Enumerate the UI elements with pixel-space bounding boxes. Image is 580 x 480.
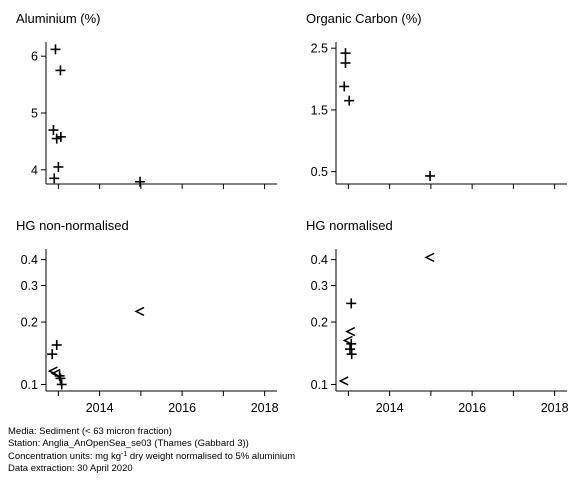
panel-3: HG non-normalised 0.1 0.2 0.3 0.4 2014 2016 201… bbox=[16, 218, 279, 415]
data-point-plus bbox=[346, 349, 357, 360]
panel-2: Organic Carbon (%) 0.5 1.5 2.5 bbox=[306, 11, 567, 189]
y-tick-label: 0.2 bbox=[21, 316, 38, 330]
x-tick-label: 2018 bbox=[541, 401, 569, 415]
data-point-plus bbox=[135, 176, 146, 187]
y-tick-label: 1.5 bbox=[311, 103, 328, 117]
data-point-less-than bbox=[345, 326, 356, 337]
y-tick-label: 0.3 bbox=[311, 279, 328, 293]
panel-4: HG normalised 0.1 0.2 0.3 0.4 2014 2016 2018 bbox=[306, 218, 569, 415]
data-point-plus bbox=[50, 44, 61, 55]
y-tick-label: 6 bbox=[31, 50, 38, 64]
data-point-plus bbox=[339, 81, 350, 92]
x-tick-label: 2018 bbox=[251, 401, 279, 415]
chart-grid: Aluminium (%) 4 5 6 Organic Carbon (%) 0.5 1.5… bbox=[16, 11, 569, 415]
data-point-plus bbox=[48, 125, 59, 136]
x-tick-label: 2014 bbox=[86, 401, 114, 415]
data-point-plus bbox=[340, 48, 351, 59]
data-point-plus bbox=[55, 373, 66, 384]
data-point-plus bbox=[53, 161, 64, 172]
panel-title: Aluminium (%) bbox=[16, 11, 101, 26]
x-tick-label: 2016 bbox=[168, 401, 196, 415]
data-point-plus bbox=[56, 379, 67, 390]
chart-footer: Media: Sediment (< 63 micron fraction) S… bbox=[8, 426, 295, 474]
y-tick-label: 0.5 bbox=[311, 165, 328, 179]
data-point-plus bbox=[49, 173, 60, 184]
footer-units: Concentration units: mg kg-1 dry weight … bbox=[8, 451, 296, 463]
data-point-plus bbox=[340, 57, 351, 68]
panel-title: Organic Carbon (%) bbox=[306, 11, 422, 26]
data-point-plus bbox=[345, 344, 356, 355]
y-tick-label: 0.4 bbox=[21, 253, 38, 267]
data-point-less-than bbox=[47, 366, 58, 376]
data-point-less-than bbox=[424, 252, 435, 263]
footer-media: Media: Sediment (< 63 micron fraction) bbox=[8, 426, 172, 437]
data-point-less-than bbox=[338, 376, 349, 386]
y-tick-label: 0.1 bbox=[21, 378, 38, 392]
data-point-less-than bbox=[134, 306, 145, 317]
data-point-plus bbox=[344, 95, 355, 106]
y-tick-label: 0.2 bbox=[311, 316, 328, 330]
footer-station: Station: Anglia_AnOpenSea_se03 (Thames (… bbox=[8, 437, 249, 449]
y-tick-label: 0.1 bbox=[311, 378, 328, 392]
panel-title: HG normalised bbox=[306, 218, 393, 233]
data-point-plus bbox=[425, 170, 436, 181]
y-tick-label: 0.3 bbox=[21, 279, 38, 293]
y-tick-label: 2.5 bbox=[311, 42, 328, 56]
y-tick-label: 0.4 bbox=[311, 253, 328, 267]
x-tick-label: 2016 bbox=[458, 401, 486, 415]
data-point-plus bbox=[54, 370, 65, 381]
panel-1: Aluminium (%) 4 5 6 bbox=[16, 11, 277, 189]
y-tick-label: 4 bbox=[31, 163, 38, 177]
y-tick-label: 5 bbox=[31, 107, 38, 121]
panel-title: HG non-normalised bbox=[16, 218, 129, 233]
data-point-plus bbox=[47, 349, 58, 360]
data-point-plus bbox=[55, 131, 66, 142]
data-point-plus bbox=[346, 338, 357, 349]
x-tick-label: 2014 bbox=[376, 401, 404, 415]
data-point-plus bbox=[55, 65, 66, 76]
footer-extraction: Data extraction: 30 April 2020 bbox=[8, 462, 133, 474]
data-point-plus bbox=[51, 339, 62, 350]
data-point-plus bbox=[346, 298, 357, 309]
